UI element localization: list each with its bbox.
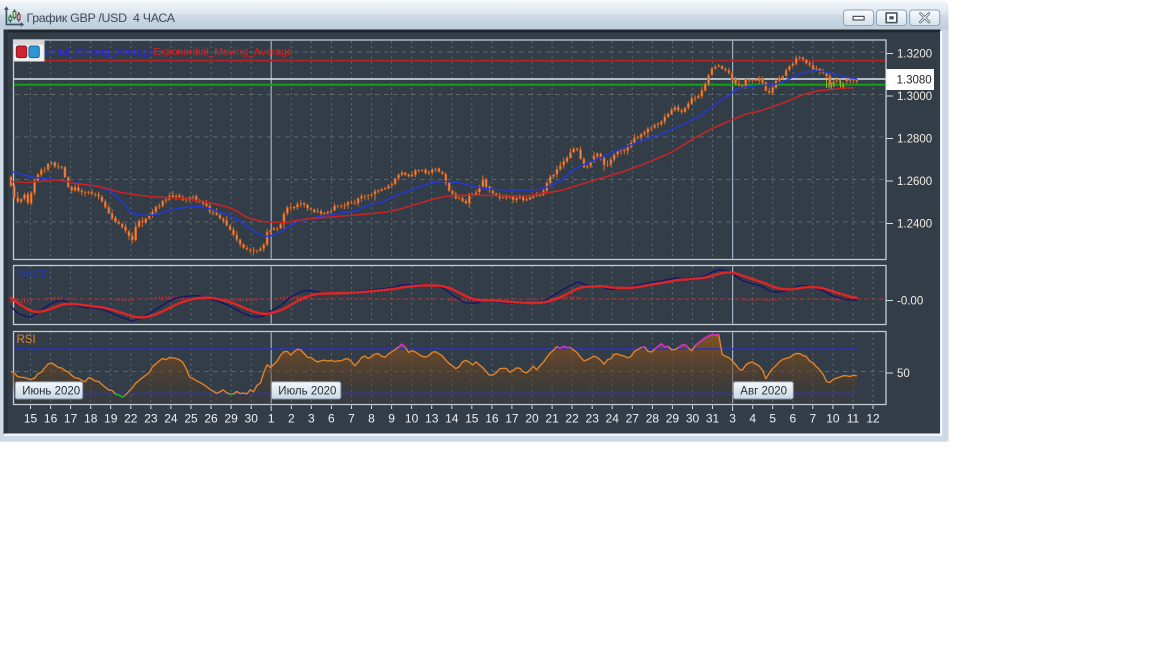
svg-text:10: 10	[405, 412, 419, 426]
svg-text:10: 10	[826, 412, 840, 426]
svg-text:7: 7	[348, 412, 355, 426]
svg-text:18: 18	[84, 412, 98, 426]
svg-text:1.3000: 1.3000	[897, 91, 932, 103]
svg-text:1.3080: 1.3080	[897, 75, 932, 87]
svg-text:17: 17	[64, 412, 78, 426]
svg-text:31: 31	[706, 412, 720, 426]
svg-text:12: 12	[866, 412, 880, 426]
svg-text:2: 2	[288, 412, 295, 426]
svg-text:7: 7	[809, 412, 816, 426]
svg-text:15: 15	[24, 412, 38, 426]
svg-text:1.3200: 1.3200	[897, 49, 932, 61]
svg-text:13: 13	[425, 412, 439, 426]
svg-text:6: 6	[328, 412, 335, 426]
svg-text:23: 23	[586, 412, 600, 426]
svg-text:22: 22	[124, 412, 138, 426]
svg-text:8: 8	[368, 412, 375, 426]
svg-text:24: 24	[606, 412, 620, 426]
svg-text:9: 9	[388, 412, 395, 426]
svg-text:50: 50	[897, 368, 910, 380]
svg-text:1.2800: 1.2800	[897, 134, 932, 146]
svg-text:График GBP /USD 4 ЧАСА: График GBP /USD 4 ЧАСА	[27, 11, 176, 25]
svg-text:29: 29	[224, 412, 238, 426]
svg-text:Июль 2020: Июль 2020	[278, 386, 336, 398]
svg-text:25: 25	[184, 412, 198, 426]
svg-text:1: 1	[268, 412, 275, 426]
svg-text:29: 29	[666, 412, 680, 426]
svg-text:20: 20	[525, 412, 539, 426]
svg-text:26: 26	[204, 412, 218, 426]
svg-text:Авг 2020: Авг 2020	[740, 386, 787, 398]
svg-text:28: 28	[646, 412, 660, 426]
svg-text:-0.00: -0.00	[897, 296, 923, 308]
svg-text:22: 22	[565, 412, 579, 426]
svg-text:27: 27	[626, 412, 640, 426]
svg-text:30: 30	[245, 412, 259, 426]
svg-text:30: 30	[686, 412, 700, 426]
svg-text:1.2600: 1.2600	[897, 176, 932, 188]
svg-text:Июнь 2020: Июнь 2020	[22, 386, 80, 398]
svg-text:3: 3	[729, 412, 736, 426]
svg-text:6: 6	[789, 412, 796, 426]
svg-text:11: 11	[847, 412, 860, 426]
svg-text:3: 3	[308, 412, 315, 426]
svg-text:MACD: MACD	[17, 269, 49, 281]
svg-text:19: 19	[104, 412, 118, 426]
svg-text:ential_Moving_Average: ential_Moving_Average	[45, 46, 155, 58]
svg-text:16: 16	[44, 412, 58, 426]
svg-text:5: 5	[769, 412, 776, 426]
svg-text:1.2400: 1.2400	[897, 219, 932, 231]
svg-text:24: 24	[164, 412, 178, 426]
svg-text:15: 15	[465, 412, 479, 426]
svg-text:23: 23	[144, 412, 158, 426]
svg-text:4: 4	[749, 412, 756, 426]
svg-text:RSI: RSI	[17, 334, 36, 346]
svg-text:21: 21	[545, 412, 559, 426]
svg-text:14: 14	[445, 412, 459, 426]
svg-text:16: 16	[485, 412, 499, 426]
svg-text:17: 17	[505, 412, 519, 426]
svg-text:Exponential_Moving_Average: Exponential_Moving_Average	[154, 46, 293, 58]
